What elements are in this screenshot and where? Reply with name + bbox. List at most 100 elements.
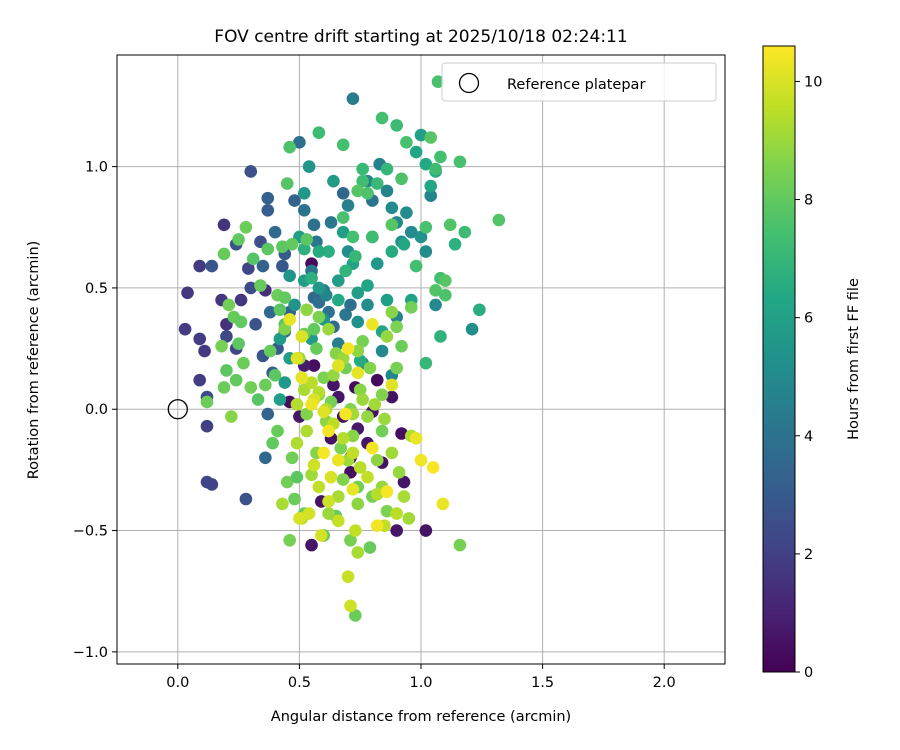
data-point: [356, 162, 369, 176]
y-tick-label: 0.5: [85, 281, 108, 297]
data-point: [332, 514, 345, 528]
data-point: [322, 495, 335, 508]
data-point: [346, 446, 360, 460]
data-point: [368, 398, 382, 411]
data-point: [305, 468, 318, 482]
x-tick-label: 1.0: [409, 675, 432, 691]
data-point: [217, 247, 231, 261]
colorbar-label: Hours from first FF file: [846, 278, 862, 440]
data-point: [317, 371, 331, 384]
data-point: [222, 298, 236, 312]
data-point: [414, 128, 428, 142]
data-point: [419, 220, 433, 234]
data-point: [290, 470, 304, 484]
data-point: [336, 473, 350, 486]
data-point: [370, 453, 384, 467]
data-point: [244, 281, 258, 295]
data-point: [332, 337, 345, 351]
data-point: [297, 242, 311, 256]
data-point: [283, 269, 296, 283]
data-point: [276, 497, 289, 511]
data-points: [178, 75, 506, 622]
data-point: [397, 490, 411, 503]
data-point: [314, 529, 328, 542]
data-point: [409, 145, 423, 159]
data-point: [285, 237, 299, 251]
data-point: [385, 446, 399, 460]
data-point: [305, 376, 318, 389]
data-point: [361, 186, 374, 200]
colorbar-tick-label: 10: [804, 74, 822, 90]
data-point: [356, 393, 369, 406]
data-point: [302, 507, 316, 520]
data-point: [242, 262, 255, 275]
data-point: [307, 458, 321, 472]
x-tick-label: 1.5: [531, 675, 554, 691]
data-point: [370, 257, 384, 270]
legend-box: [441, 62, 717, 102]
data-point: [492, 213, 506, 227]
data-point: [324, 216, 338, 229]
data-point: [349, 524, 362, 537]
colorbar: 0 2 4 6 8 10 Hours from first FF file: [762, 45, 862, 681]
x-axis-label: Angular distance from reference (arcmin): [271, 709, 571, 725]
data-point: [414, 230, 428, 244]
data-point: [300, 424, 313, 438]
data-point: [424, 189, 438, 203]
data-point: [375, 111, 389, 125]
data-point: [295, 330, 309, 343]
y-axis-ticks: −1.0 −0.5 0.0 0.5 1.0: [73, 160, 117, 661]
data-point: [341, 199, 355, 212]
data-point: [312, 281, 326, 295]
data-point: [353, 354, 367, 368]
data-point: [424, 179, 438, 193]
data-point: [273, 332, 287, 346]
data-point: [341, 570, 355, 583]
chart-title: FOV centre drift starting at 2025/10/18 …: [214, 27, 627, 47]
data-point: [409, 432, 423, 445]
data-point: [278, 322, 292, 336]
data-point: [276, 259, 289, 273]
data-point: [312, 245, 326, 258]
data-point: [266, 436, 279, 450]
data-point: [305, 538, 318, 552]
data-point: [290, 351, 304, 365]
data-point: [232, 337, 245, 351]
data-point: [385, 390, 399, 404]
y-tick-label: −0.5: [73, 524, 108, 540]
data-point: [361, 298, 374, 312]
data-point: [378, 412, 391, 426]
data-point: [332, 490, 345, 503]
data-point: [380, 184, 394, 198]
data-point: [305, 271, 318, 285]
data-point: [293, 512, 306, 525]
colorbar-tick-label: 0: [804, 665, 813, 681]
data-point: [351, 497, 365, 511]
data-point: [419, 356, 433, 370]
data-point: [339, 308, 352, 321]
data-point: [366, 441, 379, 455]
data-point: [361, 410, 374, 423]
data-point: [273, 303, 287, 317]
data-point: [356, 174, 369, 188]
data-point: [312, 310, 326, 324]
data-point: [336, 225, 350, 239]
data-point: [317, 405, 331, 418]
data-point: [426, 461, 440, 474]
data-point: [392, 466, 406, 479]
data-point: [229, 373, 243, 387]
data-point: [375, 344, 389, 358]
data-point: [336, 186, 350, 200]
data-point: [336, 211, 350, 224]
colorbar-gradient: [762, 45, 796, 673]
data-point: [307, 322, 321, 336]
data-point: [336, 432, 350, 445]
data-point: [249, 318, 262, 331]
data-point: [217, 381, 231, 394]
data-point: [234, 293, 248, 307]
data-point: [263, 305, 277, 319]
data-point: [390, 119, 403, 132]
data-point: [312, 480, 326, 494]
data-point: [380, 485, 394, 499]
data-point: [465, 322, 479, 336]
